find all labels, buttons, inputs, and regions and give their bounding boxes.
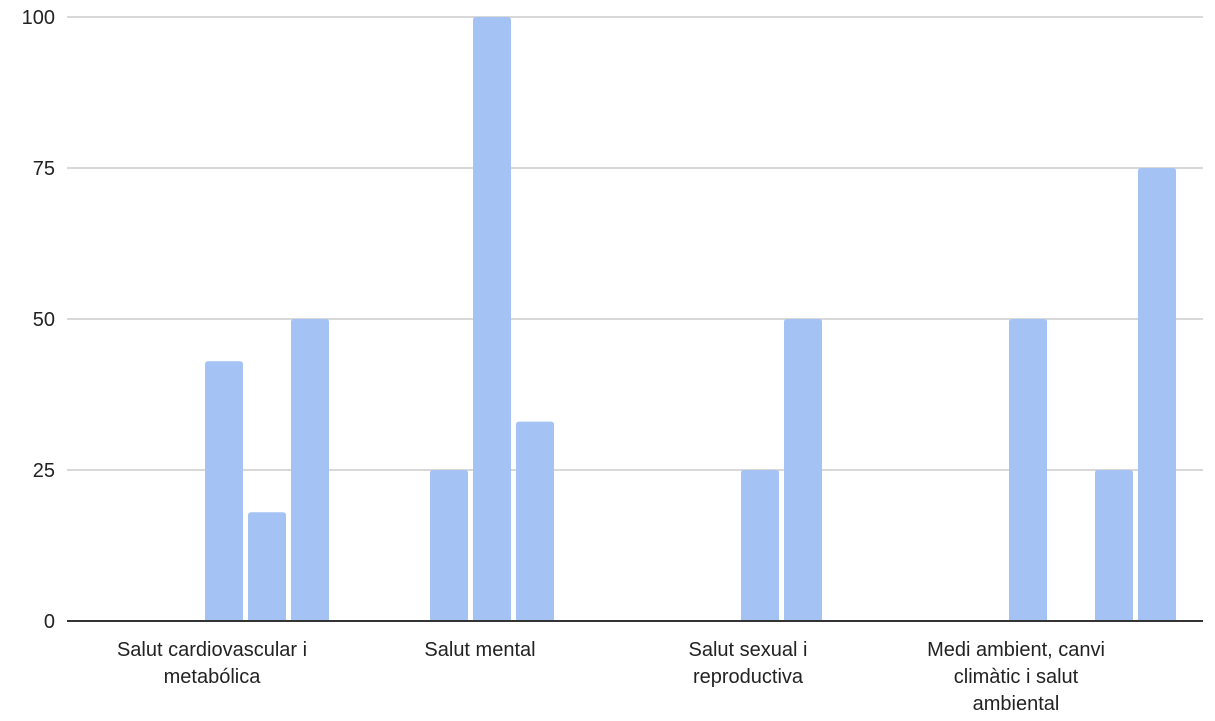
y-axis-tick-labels: 0 25 50 75 100 xyxy=(22,7,55,633)
x-tick-label: Medi ambient, canvi climàtic i salut ambie… xyxy=(927,639,1105,715)
x-tick-label: Salut sexual i reproductiva xyxy=(689,639,808,688)
y-tick-label: 0 xyxy=(44,611,55,633)
x-tick-label-line: Medi ambient, canvi xyxy=(927,639,1105,661)
x-tick-label-line: Salut mental xyxy=(424,639,535,661)
bar xyxy=(205,361,243,621)
x-tick-label: Salut cardiovascular i metabólica xyxy=(117,639,307,688)
x-tick-label-line: metabólica xyxy=(164,666,262,688)
x-tick-label: Salut mental xyxy=(424,639,535,661)
x-tick-label-line: ambiental xyxy=(973,693,1060,715)
bar xyxy=(291,319,329,621)
bar xyxy=(473,17,511,621)
x-tick-label-line: Salut sexual i xyxy=(689,639,808,661)
y-tick-label: 75 xyxy=(33,158,55,180)
y-tick-label: 50 xyxy=(33,309,55,331)
bar xyxy=(516,421,554,621)
x-tick-label-line: reproductiva xyxy=(693,666,804,688)
bar xyxy=(1138,168,1176,621)
x-axis-tick-labels: Salut cardiovascular i metabólica Salut me… xyxy=(117,639,1105,715)
x-tick-label-line: Salut cardiovascular i xyxy=(117,639,307,661)
bar xyxy=(741,470,779,621)
x-tick-label-line: climàtic i salut xyxy=(954,666,1079,688)
bars xyxy=(205,17,1176,621)
y-tick-label: 25 xyxy=(33,460,55,482)
bar xyxy=(248,512,286,621)
bar xyxy=(1009,319,1047,621)
bar xyxy=(430,470,468,621)
bar xyxy=(784,319,822,621)
y-tick-label: 100 xyxy=(22,7,55,29)
bar xyxy=(1095,470,1133,621)
